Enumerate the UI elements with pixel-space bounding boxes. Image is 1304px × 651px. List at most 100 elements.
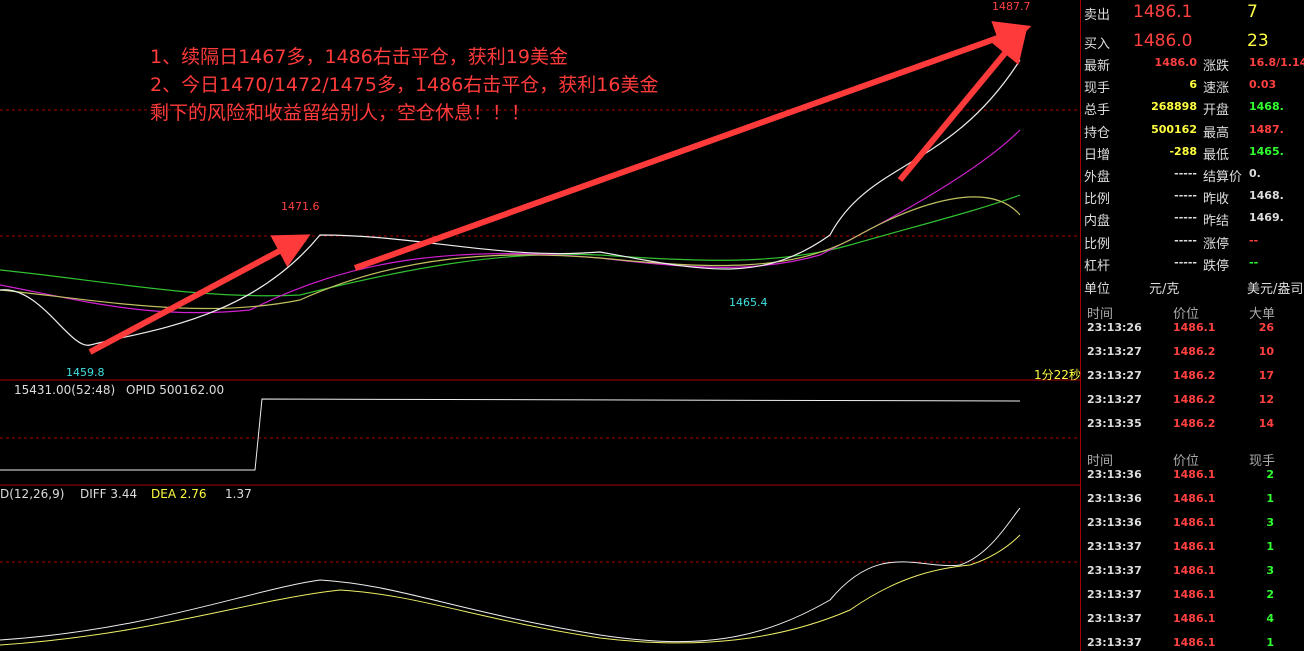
unit-label: 单位 <box>1084 282 1111 297</box>
table-cell: 4 <box>1266 612 1274 625</box>
stat-label: 结算价 <box>1203 170 1243 185</box>
table-cell: 23:13:27 <box>1087 345 1142 358</box>
quote-price: 1486.0 <box>1133 31 1193 51</box>
table-cell: 1486.1 <box>1173 492 1216 505</box>
quote-panel: 卖出 1486.1 7 买入 1486.0 23 最新 1486.0 涨跌 16.8/1.14 现手… <box>1080 0 1304 651</box>
stat-label: 现手 <box>1084 81 1111 97</box>
stat-value: 1465. <box>1249 144 1284 158</box>
table-cell: 14 <box>1258 417 1274 430</box>
table-cell: 23:13:36 <box>1087 492 1142 505</box>
stat-value: 6 <box>1189 78 1197 92</box>
stat-label: 日增 <box>1084 147 1111 163</box>
chart-area <box>0 21 1080 646</box>
table-cell: 1486.1 <box>1173 612 1216 625</box>
timer: 1分22秒 <box>1034 368 1081 382</box>
stat-value: 1486.0 <box>1154 56 1197 69</box>
table-cell: 23:13:27 <box>1087 369 1142 382</box>
stat-label: 持仓 <box>1084 125 1111 141</box>
stat-value: 1468. <box>1249 189 1284 203</box>
table-cell: 1486.2 <box>1173 393 1216 406</box>
annotation: 1、续隔日1467多，1486右击平仓，获利19美金 <box>150 46 568 68</box>
table-cell: 23:13:36 <box>1087 516 1142 529</box>
quote-qty: 23 <box>1247 31 1269 51</box>
quote-price: 1486.1 <box>1133 2 1193 22</box>
stat-label: 最新 <box>1084 59 1111 74</box>
table-header: 价位 <box>1173 307 1200 322</box>
unit-value: 元/克 <box>1149 282 1180 297</box>
stat-value: 1468. <box>1249 100 1284 114</box>
stat-value: 500162 <box>1151 122 1197 136</box>
stat-label: 杠杆 <box>1084 258 1111 274</box>
stat-label: 开盘 <box>1203 103 1230 119</box>
table-cell: 1486.2 <box>1173 345 1216 358</box>
table-cell: 1486.2 <box>1173 417 1216 430</box>
table-header: 时间 <box>1087 454 1114 469</box>
quote-label: 卖出 <box>1084 8 1111 23</box>
table-cell: 23:13:37 <box>1087 612 1142 625</box>
macd-name: D(12,26,9) <box>0 487 65 501</box>
stat-value: 16.8/1.14 <box>1249 56 1304 69</box>
quote-label: 买入 <box>1084 37 1111 52</box>
table-cell: 23:13:27 <box>1087 393 1142 406</box>
price-label: 1465.4 <box>729 296 768 309</box>
stat-value: -- <box>1249 233 1259 247</box>
stat-value: ----- <box>1174 167 1197 180</box>
stat-label: 总手 <box>1084 103 1111 119</box>
stat-value: 1487. <box>1249 122 1284 136</box>
stat-value: -288 <box>1169 144 1197 158</box>
stat-value: ----- <box>1174 211 1197 225</box>
table-cell: 26 <box>1258 321 1274 334</box>
stat-label: 昨收 <box>1203 192 1230 208</box>
table-cell: 23:13:37 <box>1087 636 1142 649</box>
macd-dea <box>0 534 1021 646</box>
table-cell: 1486.1 <box>1173 321 1216 334</box>
price-label: 1459.8 <box>66 366 105 379</box>
table-cell: 1486.2 <box>1173 369 1216 382</box>
table-cell: 1486.1 <box>1173 564 1216 577</box>
macd-diff-label: DIFF 3.44 <box>80 487 138 501</box>
stat-value: -- <box>1249 255 1259 269</box>
stat-value: 0. <box>1249 167 1261 180</box>
table-cell: 10 <box>1258 345 1274 358</box>
table-cell: 1486.1 <box>1173 540 1216 553</box>
table-cell: 23:13:37 <box>1087 588 1142 601</box>
table-cell: 1486.1 <box>1173 588 1216 601</box>
stat-label: 涨跌 <box>1203 59 1230 74</box>
moving-averages <box>0 59 1021 346</box>
table-cell: 12 <box>1258 393 1274 406</box>
stat-value: ----- <box>1174 255 1197 269</box>
table-cell: 23:13:36 <box>1087 468 1142 481</box>
stat-value: ----- <box>1174 233 1197 247</box>
table-cell: 3 <box>1266 564 1274 577</box>
panel-borders <box>0 379 1080 486</box>
table-header: 时间 <box>1087 307 1114 322</box>
table-cell: 1 <box>1266 636 1274 649</box>
table-cell: 23:13:37 <box>1087 564 1142 577</box>
table-cell: 23:13:35 <box>1087 417 1142 430</box>
stat-value: 0.03 <box>1249 78 1277 92</box>
unit-alt: 美元/盎司 <box>1247 282 1304 297</box>
stat-label: 外盘 <box>1084 170 1111 185</box>
table-cell: 1486.1 <box>1173 516 1216 529</box>
annotation: 2、今日1470/1472/1475多，1486右击平仓，获利16美金 <box>150 74 659 96</box>
table-cell: 1486.1 <box>1173 636 1216 649</box>
stat-label: 速涨 <box>1203 81 1230 97</box>
macd-diff <box>0 507 1021 643</box>
table-cell: 1486.1 <box>1173 468 1216 481</box>
price-label: 1471.6 <box>281 200 320 213</box>
stat-value: 1469. <box>1249 211 1284 225</box>
stat-label: 比例 <box>1084 236 1111 252</box>
table-cell: 2 <box>1266 468 1274 481</box>
stat-label: 最高 <box>1203 125 1230 141</box>
table-cell: 17 <box>1258 369 1274 382</box>
stat-label: 昨结 <box>1203 214 1230 230</box>
table-cell: 1 <box>1266 540 1274 553</box>
table-cell: 23:13:37 <box>1087 540 1142 553</box>
table-header: 价位 <box>1173 454 1200 469</box>
stat-label: 最低 <box>1203 147 1230 163</box>
stat-label: 内盘 <box>1084 214 1111 230</box>
stat-value: ----- <box>1174 189 1197 203</box>
stat-label: 比例 <box>1084 192 1111 208</box>
annotation: 剩下的风险和收益留给别人，空仓休息！！！ <box>150 102 531 124</box>
